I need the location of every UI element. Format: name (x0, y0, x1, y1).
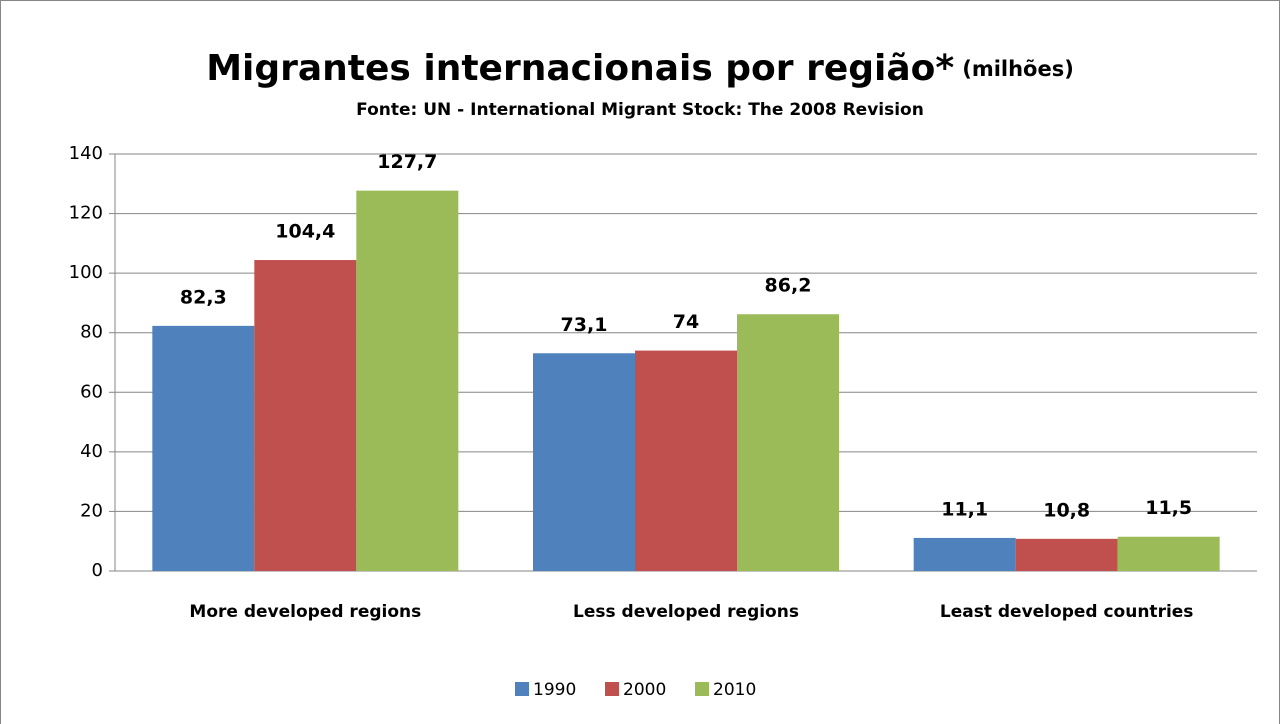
legend-swatch (605, 682, 619, 696)
y-tick-label: 140 (69, 143, 103, 164)
bar (1117, 536, 1220, 571)
data-label: 82,3 (180, 286, 227, 308)
title-suffix: (milhões) (962, 57, 1074, 81)
legend-label: 2010 (713, 680, 756, 700)
y-tick-label: 120 (69, 203, 103, 224)
legend-swatch (695, 682, 709, 696)
legend-label: 2000 (623, 680, 666, 700)
bar (152, 325, 255, 571)
bar (635, 350, 737, 571)
chart-subtitle: Fonte: UN - International Migrant Stock:… (356, 100, 924, 120)
chart-title: Migrantes internacionais por região* (mil… (206, 48, 1074, 89)
data-label: 74 (673, 311, 699, 333)
data-label: 86,2 (765, 275, 812, 297)
legend-label: 1990 (533, 680, 576, 700)
y-tick-label: 0 (92, 560, 103, 581)
bar (737, 314, 839, 571)
legend-swatch (515, 682, 529, 696)
y-tick-label: 20 (80, 500, 103, 521)
y-tick-label: 60 (80, 381, 103, 402)
y-tick-label: 40 (80, 441, 103, 462)
data-label: 10,8 (1043, 499, 1090, 521)
x-tick-label: Less developed regions (573, 602, 799, 622)
data-label: 127,7 (377, 151, 437, 173)
x-tick-label: Least developed countries (940, 602, 1194, 622)
bar (254, 260, 357, 571)
data-label: 11,1 (941, 498, 988, 520)
y-tick-label: 100 (69, 262, 103, 283)
title-main: Migrantes internacionais por região* (206, 48, 954, 89)
bar (356, 190, 459, 572)
x-tick-label: More developed regions (189, 602, 421, 622)
bar (913, 537, 1016, 571)
data-label: 11,5 (1145, 497, 1192, 519)
y-tick-label: 80 (80, 322, 103, 343)
data-label: 104,4 (275, 221, 335, 243)
bar (533, 353, 635, 571)
bar (1015, 538, 1118, 571)
data-label: 73,1 (561, 314, 608, 336)
